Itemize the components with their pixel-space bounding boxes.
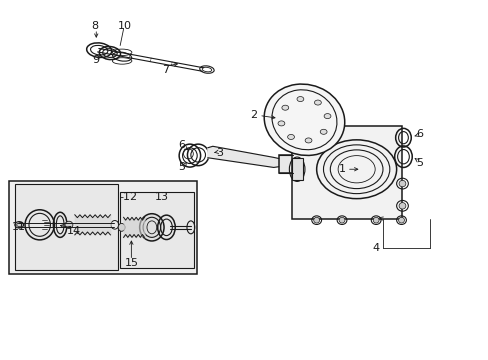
Text: 9: 9 [93,55,100,65]
Text: 10: 10 [118,21,132,31]
Circle shape [320,129,326,134]
Text: 13: 13 [154,192,168,202]
Text: 6: 6 [178,140,185,150]
Circle shape [314,100,321,105]
Circle shape [281,105,288,110]
Text: 1: 1 [338,164,345,174]
Bar [120,192,193,268]
Text: 6: 6 [416,129,423,139]
Text: 2: 2 [249,111,256,121]
Bar [15,184,118,270]
Ellipse shape [398,180,405,187]
Text: 3: 3 [216,148,223,158]
Bar [292,158,303,180]
Bar [278,155,293,173]
Ellipse shape [372,217,378,223]
Text: 15: 15 [124,258,138,268]
Ellipse shape [398,217,404,223]
Circle shape [278,121,284,126]
Text: 5: 5 [178,162,185,172]
Ellipse shape [140,214,163,241]
Text: 11: 11 [11,222,25,232]
Text: 4: 4 [372,243,379,253]
Bar [9,181,197,274]
Text: 7: 7 [162,64,169,75]
Text: 8: 8 [91,21,98,31]
Ellipse shape [65,221,73,228]
Circle shape [287,134,294,139]
Ellipse shape [398,203,405,209]
Ellipse shape [118,224,125,231]
Text: -12: -12 [120,192,138,202]
Ellipse shape [313,217,319,223]
Ellipse shape [264,84,344,156]
Circle shape [324,114,330,118]
Text: 5: 5 [416,158,423,168]
Ellipse shape [338,217,344,223]
Circle shape [296,96,303,102]
Circle shape [305,138,311,143]
Ellipse shape [25,210,54,240]
Circle shape [15,222,23,228]
Polygon shape [207,146,278,167]
Text: 14: 14 [67,226,81,236]
Bar [292,126,401,220]
